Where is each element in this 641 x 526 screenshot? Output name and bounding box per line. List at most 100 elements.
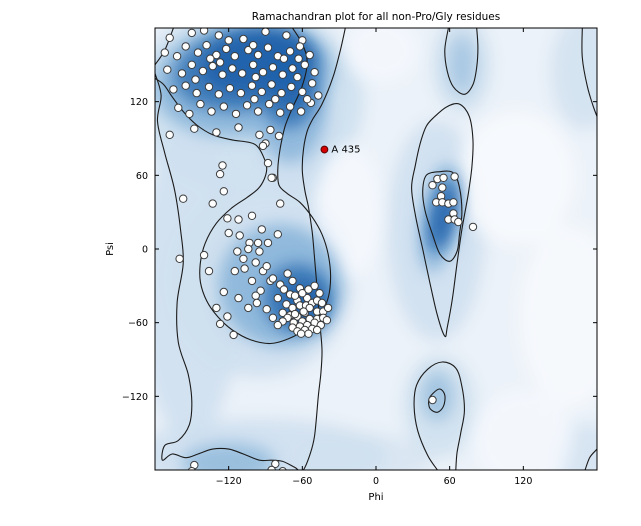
residue-point bbox=[278, 70, 287, 79]
contour-right-edge-bottom bbox=[584, 448, 597, 470]
residue-point bbox=[267, 173, 276, 183]
residue-point bbox=[263, 238, 273, 248]
residue-point bbox=[224, 36, 233, 45]
residue-point bbox=[240, 264, 249, 273]
residue-point bbox=[298, 87, 307, 97]
residue-point bbox=[273, 320, 282, 330]
residue-point bbox=[257, 225, 266, 234]
residue-point bbox=[229, 330, 238, 340]
residue-point bbox=[454, 217, 463, 227]
residue-point bbox=[181, 42, 190, 51]
residue-point bbox=[277, 88, 286, 98]
residue-point bbox=[244, 303, 253, 313]
residue-point bbox=[223, 214, 232, 223]
outlier-point bbox=[320, 145, 329, 154]
residue-point bbox=[273, 293, 282, 303]
contour-left-handed-outer bbox=[411, 102, 474, 338]
residue-point bbox=[230, 52, 240, 61]
y-tick-label: −120 bbox=[122, 392, 148, 403]
residue-point bbox=[215, 58, 225, 67]
contour-top-right-blob bbox=[444, 28, 479, 95]
contour-right-edge-top bbox=[581, 28, 597, 117]
residue-point bbox=[310, 281, 319, 290]
residue-point bbox=[177, 69, 187, 78]
residue-point bbox=[293, 72, 302, 82]
points-layer bbox=[160, 28, 478, 470]
residue-point bbox=[317, 298, 327, 308]
x-tick-label: −120 bbox=[216, 476, 242, 487]
y-tick-label: 0 bbox=[142, 245, 148, 256]
residue-point bbox=[224, 228, 233, 238]
residue-point bbox=[271, 95, 280, 104]
residue-point bbox=[233, 247, 242, 256]
residue-point bbox=[258, 141, 268, 151]
residue-point bbox=[234, 123, 243, 132]
residue-point bbox=[278, 467, 287, 470]
residue-point bbox=[263, 158, 273, 168]
residue-point bbox=[268, 63, 278, 72]
y-tick-label: −60 bbox=[128, 318, 148, 329]
y-tick-label: 60 bbox=[136, 171, 148, 182]
residue-point bbox=[219, 187, 229, 196]
residue-point bbox=[247, 81, 257, 90]
residue-point bbox=[258, 68, 268, 77]
residue-point bbox=[273, 230, 282, 239]
residue-point bbox=[244, 244, 253, 254]
residue-point bbox=[208, 199, 217, 208]
residue-point bbox=[196, 99, 205, 109]
x-tick-label: 60 bbox=[444, 476, 456, 487]
residue-point bbox=[468, 222, 478, 232]
residue-point bbox=[185, 109, 194, 119]
residue-point bbox=[296, 329, 306, 338]
residue-point bbox=[219, 102, 229, 111]
residue-point bbox=[244, 45, 253, 55]
residue-point bbox=[215, 169, 225, 179]
residue-point bbox=[278, 308, 287, 317]
residue-point bbox=[223, 312, 232, 321]
residue-point bbox=[314, 91, 323, 100]
residue-point bbox=[212, 50, 221, 60]
residue-point bbox=[274, 131, 284, 141]
residue-point bbox=[199, 28, 209, 35]
residue-point bbox=[225, 84, 235, 93]
residue-point bbox=[193, 48, 203, 57]
x-axis-label: Phi bbox=[368, 492, 383, 503]
residue-point bbox=[256, 286, 265, 295]
residue-point bbox=[298, 289, 307, 298]
residue-point bbox=[439, 173, 448, 183]
residue-point bbox=[179, 194, 188, 203]
residue-point bbox=[300, 60, 309, 70]
residue-point bbox=[249, 41, 258, 50]
residue-point bbox=[247, 211, 257, 221]
residue-point bbox=[266, 125, 275, 135]
residue-point bbox=[282, 31, 291, 40]
residue-point bbox=[238, 69, 247, 78]
residue-point bbox=[204, 82, 214, 92]
contour-outer-allowed bbox=[155, 28, 346, 470]
residue-point bbox=[234, 215, 243, 224]
residue-point bbox=[322, 316, 332, 325]
residue-point bbox=[249, 60, 258, 70]
residue-point bbox=[251, 72, 260, 82]
residue-point bbox=[242, 101, 252, 110]
residue-point bbox=[267, 80, 276, 89]
residue-point bbox=[190, 124, 199, 133]
outlier-label: A 435 bbox=[331, 145, 360, 156]
residue-point bbox=[169, 85, 178, 94]
residue-point bbox=[283, 269, 292, 278]
residue-point bbox=[239, 34, 248, 44]
residue-point bbox=[263, 43, 273, 52]
residue-point bbox=[187, 467, 196, 470]
residue-point bbox=[212, 128, 221, 137]
residue-point bbox=[165, 33, 174, 42]
residue-point bbox=[212, 303, 221, 313]
contour-beta-alpha-level2 bbox=[155, 28, 332, 345]
residue-point bbox=[449, 198, 458, 207]
residue-point bbox=[239, 254, 248, 263]
residue-point bbox=[296, 107, 306, 116]
residue-point bbox=[206, 54, 215, 63]
residue-point bbox=[428, 395, 437, 405]
residue-point bbox=[175, 254, 184, 263]
